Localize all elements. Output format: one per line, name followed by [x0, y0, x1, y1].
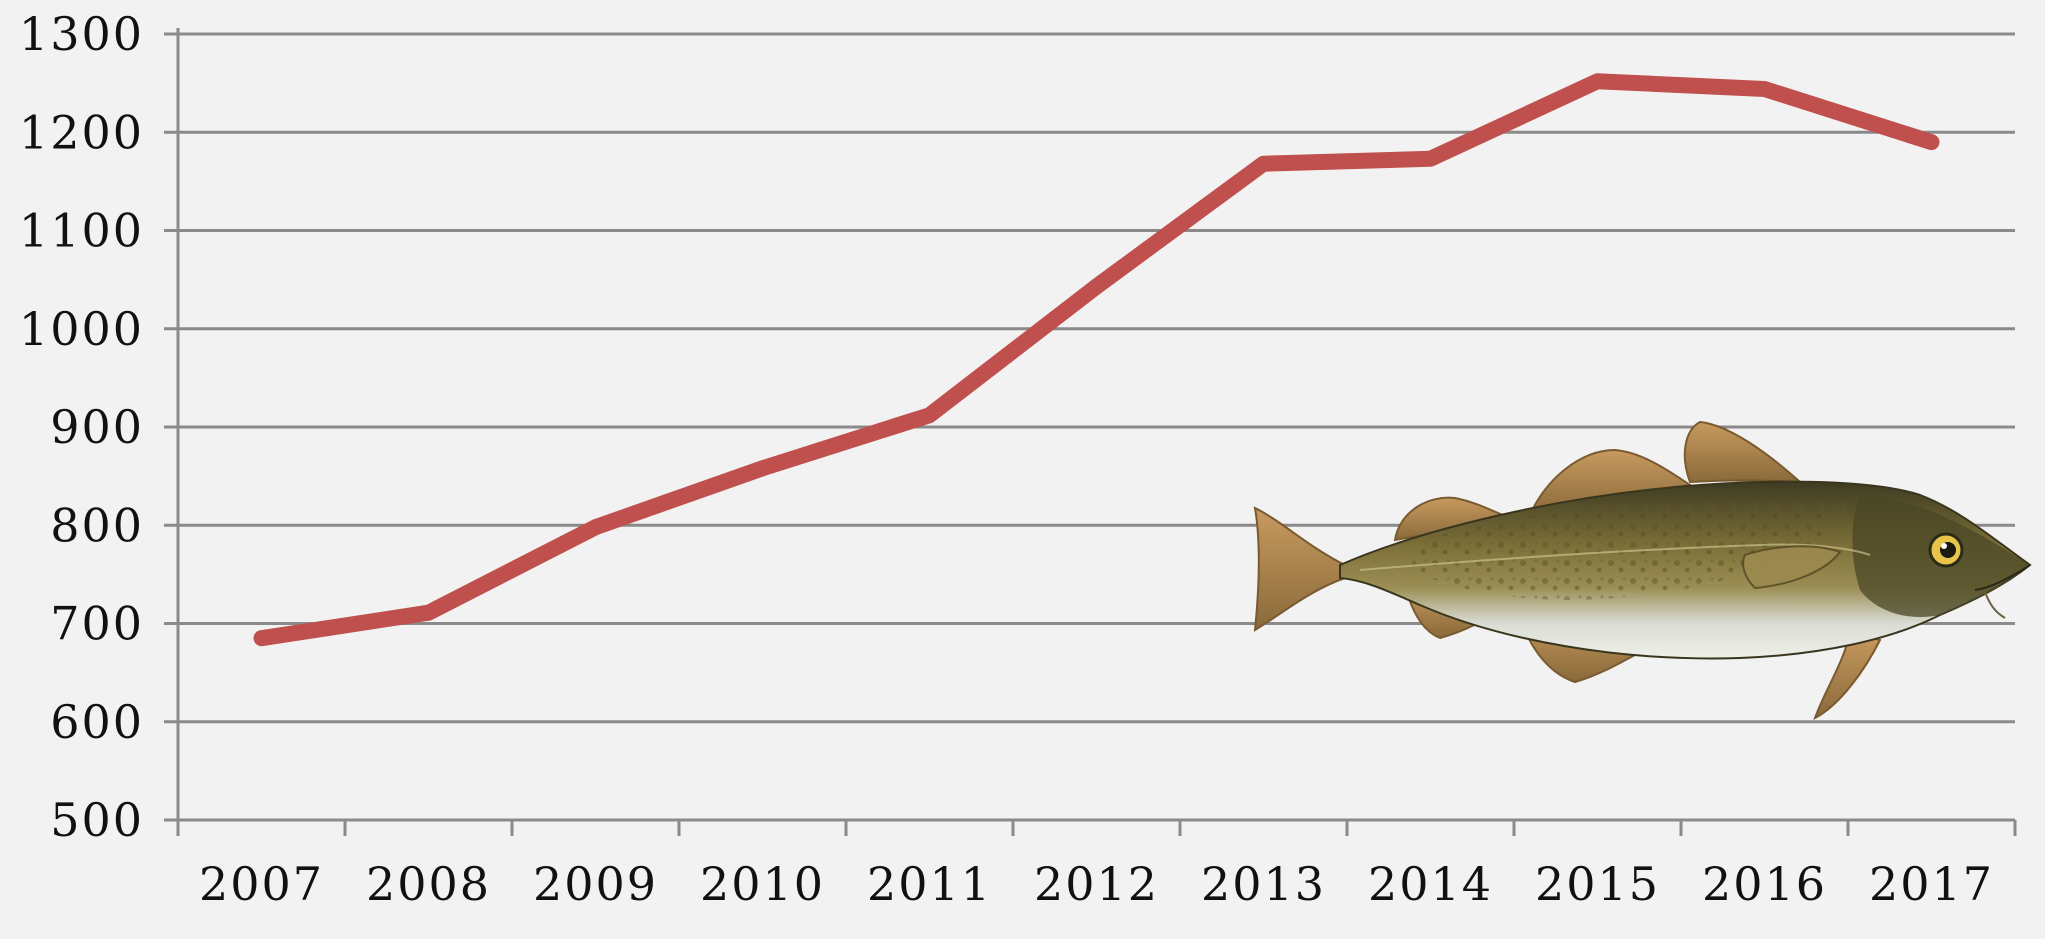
y-axis-tick-label: 600 [50, 695, 144, 749]
data-point [1429, 157, 1432, 160]
y-axis-tick-label: 800 [50, 498, 144, 552]
x-axis-tick-label: 2016 [1702, 857, 1827, 911]
x-axis-tick-labels: 2007 2008 2009 2010 2011 2012 2013 2014 2015 2016… [199, 857, 1994, 911]
x-axis-tick-label: 2013 [1201, 857, 1326, 911]
y-axis-tick-label: 700 [50, 597, 144, 651]
y-axis-tick-label: 1200 [19, 105, 144, 159]
y-axis-tick-label: 900 [50, 400, 144, 454]
x-axis-tick-label: 2009 [533, 857, 658, 911]
data-point [1095, 285, 1098, 288]
data-point [761, 467, 764, 470]
fish-pectoral-fin [1742, 545, 1842, 590]
data-point [1930, 141, 1933, 144]
x-axis-tick-label: 2010 [700, 857, 825, 911]
grid-lines [164, 32, 2015, 822]
fish-dorsal-fin-3 [1683, 420, 1803, 484]
data-point [594, 526, 597, 529]
y-axis-tick-label: 1000 [19, 302, 144, 356]
axes [176, 28, 2017, 836]
y-axis-tick-label: 1300 [19, 7, 144, 61]
x-axis-tick-label: 2014 [1368, 857, 1493, 911]
y-axis-tick-label: 1100 [19, 204, 144, 258]
data-point [1262, 162, 1265, 165]
cod-fish-icon [1253, 420, 2032, 721]
data-point [427, 611, 430, 614]
data-point [928, 414, 931, 417]
x-axis-tick-label: 2015 [1535, 857, 1660, 911]
y-axis-tick-label: 500 [50, 793, 144, 847]
fish-pelvic-fin [1813, 630, 1882, 721]
x-axis-tick-label: 2007 [199, 857, 324, 911]
x-axis-tick-label: 2011 [867, 857, 992, 911]
x-axis-tick-label: 2008 [366, 857, 491, 911]
x-axis-tick-label: 2017 [1869, 857, 1994, 911]
y-axis-tick-labels: 500 600 700 800 900 1000 1100 1200 1300 [19, 7, 144, 847]
fish-tail-fin [1253, 506, 1346, 632]
data-point [260, 637, 263, 640]
data-point [1596, 80, 1599, 83]
data-point [1763, 88, 1766, 91]
x-axis-tick-label: 2012 [1034, 857, 1159, 911]
